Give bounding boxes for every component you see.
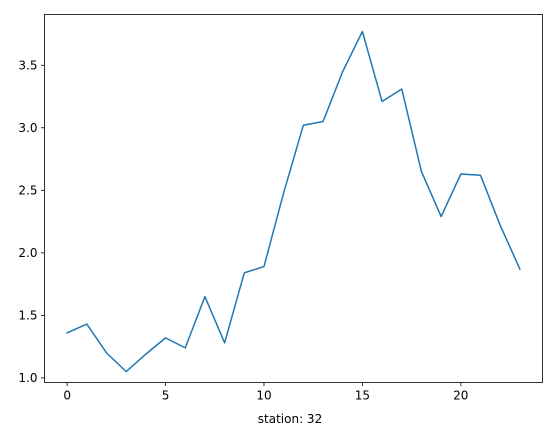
y-tick-label: 3.0	[18, 121, 37, 135]
x-axis-label: station: 32	[258, 412, 322, 426]
axes: 0 5 10 15 20 1.0 1.5 2.0 2.5 3.0 3.5	[18, 14, 543, 403]
x-tick-label: 20	[453, 389, 468, 403]
series-line-0	[66, 30, 521, 373]
axes-frame	[44, 14, 543, 383]
plot-area	[66, 30, 521, 373]
x-tick-label: 0	[63, 389, 71, 403]
y-tick-label: 1.5	[18, 309, 37, 323]
x-tick-label: 15	[355, 389, 370, 403]
x-tick-label: 5	[162, 389, 170, 403]
y-tick-label: 3.5	[18, 59, 37, 73]
y-tick-label: 2.5	[18, 184, 37, 198]
y-tick-label: 1.0	[18, 371, 37, 385]
x-tick-label: 10	[256, 389, 271, 403]
y-tick-label: 2.0	[18, 246, 37, 260]
